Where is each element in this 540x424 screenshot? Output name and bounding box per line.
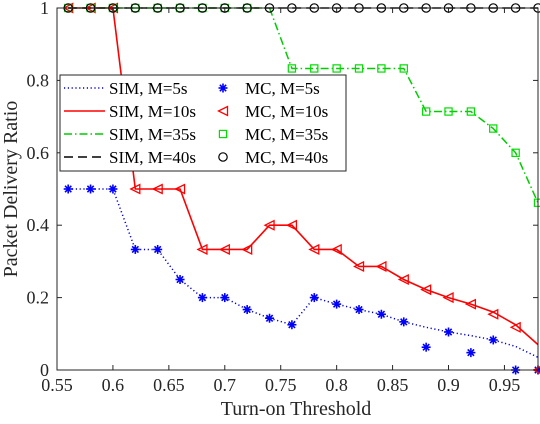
data-point-1-14 (375, 260, 387, 273)
data-point-1-8 (241, 243, 253, 256)
data-point-0-13 (354, 305, 364, 315)
x-tick-label: 0.85 (377, 375, 409, 395)
legend-marker-sample (218, 152, 228, 162)
legend-box (59, 74, 347, 172)
data-point-0-16 (421, 342, 431, 352)
data-point-0-18 (466, 348, 476, 358)
legend-label: MC, M=35s (245, 125, 328, 144)
plot-series (62, 2, 540, 375)
data-point-1-15 (397, 273, 409, 286)
data-point-0-11 (309, 293, 319, 303)
data-point-1-12 (330, 243, 342, 256)
y-tick-label: 0 (40, 360, 49, 380)
data-point-0-9 (265, 313, 275, 323)
data-point-0-7 (220, 293, 230, 303)
data-point-1-9 (263, 219, 275, 231)
data-point-1-16 (420, 284, 432, 296)
data-point-0-1 (86, 184, 96, 194)
data-point-1-11 (308, 243, 320, 256)
legend-label: SIM, M=5s (109, 79, 188, 98)
data-point-0-2 (108, 184, 118, 194)
data-point-2-11 (332, 64, 341, 73)
x-tick-label: 0.65 (153, 375, 185, 395)
data-point-2-14 (399, 64, 408, 73)
legend-label: SIM, M=35s (109, 125, 196, 144)
data-point-2-15 (421, 107, 431, 116)
legend-marker-sample (218, 129, 228, 139)
x-tick-label: 0.8 (325, 375, 348, 395)
series-line-1 (68, 7, 539, 346)
legend-marker-sample (218, 83, 228, 93)
data-point-0-6 (197, 293, 207, 303)
legend-label: SIM, M=40s (109, 148, 196, 167)
data-point-0-14 (376, 309, 386, 319)
y-tick-label: 0.6 (27, 143, 50, 163)
y-tick-label: 0.4 (27, 215, 50, 235)
axes: 0.55 0.6 0.65 0.7 0.75 0.8 0.85 0.9 0.95 0 0.2 0.4 0… (27, 0, 539, 395)
x-tick-label: 0.7 (214, 375, 237, 395)
data-point-1-6 (196, 243, 208, 256)
y-tick-label: 1 (40, 0, 49, 18)
series-markers-0 (63, 184, 540, 375)
data-point-2-20 (533, 198, 540, 207)
series-line-2 (68, 7, 539, 204)
x-axis-label: Turn-on Threshold (221, 398, 372, 420)
data-point-0-0 (63, 184, 73, 194)
data-point-1-20 (509, 321, 521, 333)
data-point-1-5 (174, 183, 186, 195)
series-line-0 (68, 188, 539, 359)
data-point-2-19 (511, 148, 520, 157)
data-point-2-17 (466, 107, 476, 116)
data-point-1-10 (285, 219, 298, 231)
x-tick-label: 0.75 (265, 375, 297, 395)
y-axis-label: Packet Delivery Ratio (0, 101, 22, 278)
data-point-0-3 (130, 244, 140, 254)
data-point-1-17 (442, 292, 454, 304)
data-point-0-4 (153, 244, 163, 254)
data-point-1-13 (353, 260, 365, 273)
legend-marker-sample (217, 105, 229, 117)
data-point-2-18 (489, 124, 498, 133)
x-tick-label: 0.95 (489, 375, 521, 395)
plot-area (62, 2, 540, 375)
data-point-1-7 (218, 243, 230, 256)
data-point-1-19 (487, 308, 499, 320)
data-point-1-4 (151, 183, 163, 195)
legend-label: SIM, M=10s (109, 102, 196, 121)
data-point-1-3 (129, 183, 141, 195)
data-point-0-15 (399, 317, 409, 327)
data-point-0-12 (332, 299, 342, 309)
data-point-0-8 (242, 305, 252, 315)
data-point-2-12 (354, 64, 364, 73)
legend-label: MC, M=10s (245, 102, 328, 121)
x-tick-label: 0.55 (41, 375, 73, 395)
data-point-2-10 (310, 64, 319, 73)
data-point-2-13 (377, 64, 386, 73)
data-point-2-16 (444, 107, 453, 116)
series-markers-1 (62, 2, 540, 374)
data-point-2-9 (287, 64, 297, 73)
x-tick-label: 0.9 (437, 375, 460, 395)
data-point-0-19 (488, 335, 498, 345)
x-tick-label: 0.6 (102, 375, 125, 395)
axes-frame (56, 7, 539, 371)
data-point-0-10 (287, 320, 297, 330)
data-point-1-18 (464, 298, 477, 310)
y-tick-label: 0.2 (27, 288, 50, 308)
legend-label: MC, M=40s (245, 148, 328, 167)
data-point-0-17 (444, 327, 454, 337)
legend: SIM, M=5s SIM, M=10s SIM, M=35s SIM, M=40s M… (59, 74, 347, 172)
data-point-0-5 (175, 275, 185, 284)
y-tick-label: 0.8 (27, 70, 50, 90)
legend-label: MC, M=5s (245, 79, 320, 98)
